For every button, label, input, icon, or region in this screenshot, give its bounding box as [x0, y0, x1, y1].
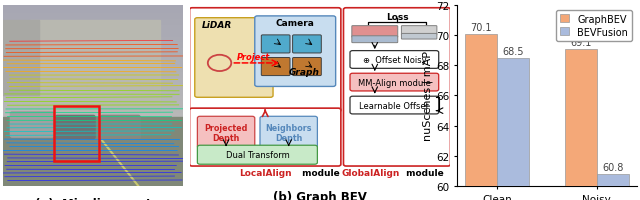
Bar [3, 47, 183, 59]
Text: module: module [299, 168, 340, 177]
Bar [3, 71, 183, 82]
Bar [54, 107, 99, 161]
Bar [3, 65, 183, 76]
Text: Projected
Depth: Projected Depth [204, 123, 248, 142]
Bar [564, 50, 596, 200]
Text: LocalAlign: LocalAlign [239, 168, 292, 177]
Text: Dual Transform: Dual Transform [225, 150, 289, 159]
Bar [3, 82, 183, 94]
Y-axis label: nuScenes | mAP: nuScenes | mAP [422, 51, 433, 141]
FancyBboxPatch shape [10, 112, 54, 137]
Bar [3, 20, 39, 96]
Text: Project: Project [237, 53, 270, 62]
Bar [3, 41, 183, 53]
Bar [3, 18, 183, 29]
FancyBboxPatch shape [350, 97, 438, 114]
Text: (a)  Misalignment: (a) Misalignment [35, 197, 152, 200]
Text: 68.5: 68.5 [502, 47, 524, 57]
Text: 70.1: 70.1 [470, 23, 492, 33]
Legend: GraphBEV, BEVFusion: GraphBEV, BEVFusion [556, 11, 632, 41]
FancyBboxPatch shape [401, 34, 437, 40]
FancyBboxPatch shape [292, 58, 321, 76]
FancyBboxPatch shape [100, 116, 140, 139]
FancyBboxPatch shape [260, 117, 317, 148]
Text: LiDAR: LiDAR [202, 21, 232, 30]
Text: 69.1: 69.1 [570, 38, 591, 48]
FancyBboxPatch shape [255, 17, 335, 87]
FancyBboxPatch shape [352, 27, 397, 38]
Text: Loss: Loss [386, 13, 408, 22]
Bar [3, 77, 183, 88]
FancyBboxPatch shape [344, 9, 451, 166]
Bar [3, 6, 183, 18]
Bar [497, 58, 529, 200]
Bar [3, 35, 183, 47]
FancyBboxPatch shape [261, 36, 290, 54]
Bar [3, 118, 183, 186]
Bar [465, 34, 497, 200]
Bar [3, 59, 183, 71]
Text: (b) Graph BEV: (b) Graph BEV [273, 190, 367, 200]
Bar [3, 94, 183, 106]
Bar [3, 106, 183, 118]
Bar [3, 100, 183, 112]
FancyBboxPatch shape [261, 58, 290, 76]
FancyBboxPatch shape [197, 145, 317, 164]
FancyBboxPatch shape [350, 51, 438, 69]
FancyBboxPatch shape [189, 9, 341, 112]
Text: GlobalAlign: GlobalAlign [342, 168, 400, 177]
Bar [3, 0, 183, 6]
Text: Learnable Offset: Learnable Offset [360, 101, 429, 110]
Bar [3, 0, 183, 12]
Text: module: module [403, 168, 444, 177]
Text: Neighbors
Depth: Neighbors Depth [266, 123, 312, 142]
Text: Camera: Camera [276, 19, 315, 28]
FancyBboxPatch shape [56, 116, 95, 139]
Text: MM-Align module: MM-Align module [358, 78, 431, 87]
Text: Graph: Graph [289, 67, 320, 76]
Bar [3, 30, 183, 41]
Bar [3, 53, 183, 65]
FancyBboxPatch shape [401, 27, 437, 36]
FancyBboxPatch shape [352, 37, 397, 43]
Bar [3, 24, 183, 35]
Bar [30, 20, 160, 110]
FancyBboxPatch shape [195, 19, 273, 98]
Bar [3, 12, 183, 24]
FancyBboxPatch shape [292, 36, 321, 54]
Text: ⊕  Offset Noisy: ⊕ Offset Noisy [362, 56, 426, 65]
Bar [3, 88, 183, 100]
Text: 60.8: 60.8 [602, 162, 623, 172]
Bar [596, 174, 628, 200]
FancyBboxPatch shape [197, 117, 255, 148]
FancyBboxPatch shape [189, 109, 341, 166]
FancyBboxPatch shape [350, 74, 438, 92]
